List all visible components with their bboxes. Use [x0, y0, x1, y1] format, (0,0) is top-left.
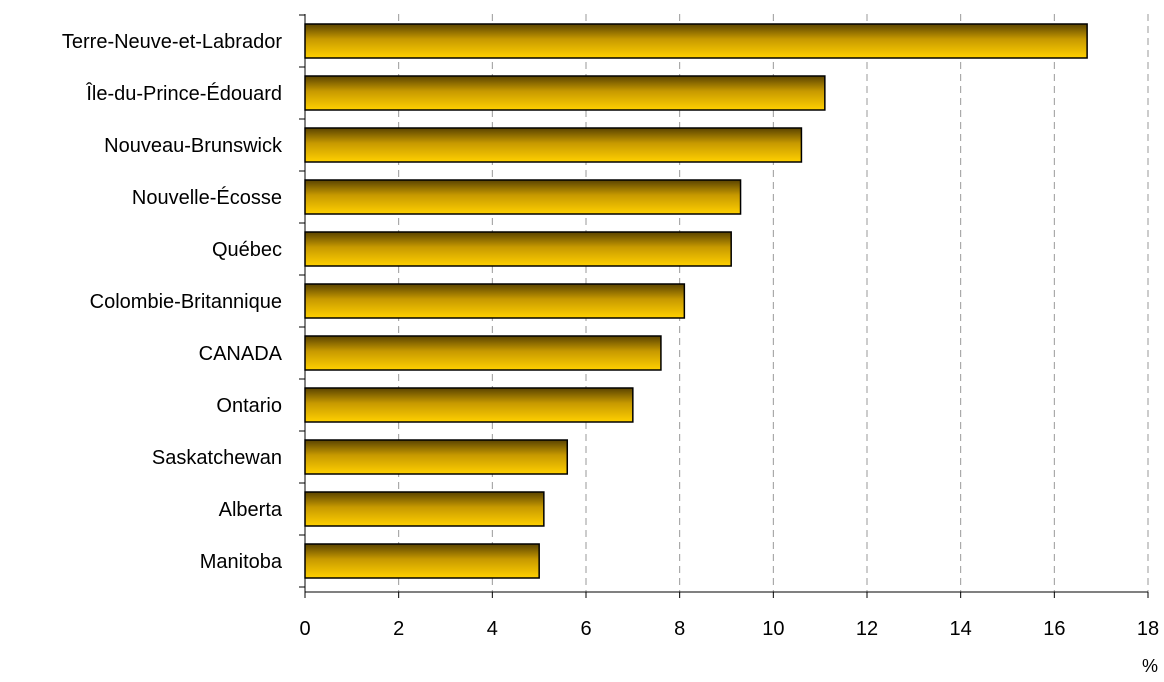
x-tick-label: 14 — [950, 618, 972, 640]
bar-4 — [304, 231, 732, 267]
x-tick-label: 4 — [487, 618, 498, 640]
x-tick-label: 18 — [1137, 618, 1159, 640]
category-label: Nouvelle-Écosse — [132, 186, 282, 209]
bar-2 — [304, 127, 803, 163]
category-label: Alberta — [219, 499, 283, 521]
bar-5 — [304, 283, 686, 319]
category-label: Colombie-Britannique — [90, 291, 282, 313]
bar-7 — [304, 387, 634, 423]
bar-8 — [304, 439, 569, 475]
x-tick-label: 8 — [674, 618, 685, 640]
category-label: Manitoba — [200, 551, 283, 573]
category-label: Nouveau-Brunswick — [104, 135, 283, 157]
x-tick-label: 6 — [580, 618, 591, 640]
category-label: Île-du-Prince-Édouard — [85, 82, 282, 105]
x-axis-unit-label: % — [1142, 656, 1158, 676]
bar-6 — [304, 335, 662, 371]
x-tick-labels: 0 2 4 6 8 10 12 14 16 18 — [299, 618, 1159, 640]
x-tick-label: 16 — [1043, 618, 1065, 640]
category-label: CANADA — [199, 343, 283, 365]
x-tick-label: 0 — [299, 618, 310, 640]
bars — [304, 23, 1088, 579]
category-label: Terre-Neuve-et-Labrador — [62, 31, 282, 53]
category-label: Saskatchewan — [152, 447, 282, 469]
bar-0 — [304, 23, 1088, 59]
category-label: Ontario — [216, 395, 282, 417]
bar-10 — [304, 543, 540, 579]
category-label: Québec — [212, 239, 282, 261]
axes — [299, 14, 1149, 598]
x-tick-label: 12 — [856, 618, 878, 640]
category-labels: Terre-Neuve-et-Labrador Île-du-Prince-Édo… — [62, 31, 283, 573]
bar-1 — [304, 75, 826, 111]
bar-3 — [304, 179, 742, 215]
bar-9 — [304, 491, 545, 527]
x-tick-label: 2 — [393, 618, 404, 640]
x-tick-label: 10 — [762, 618, 784, 640]
